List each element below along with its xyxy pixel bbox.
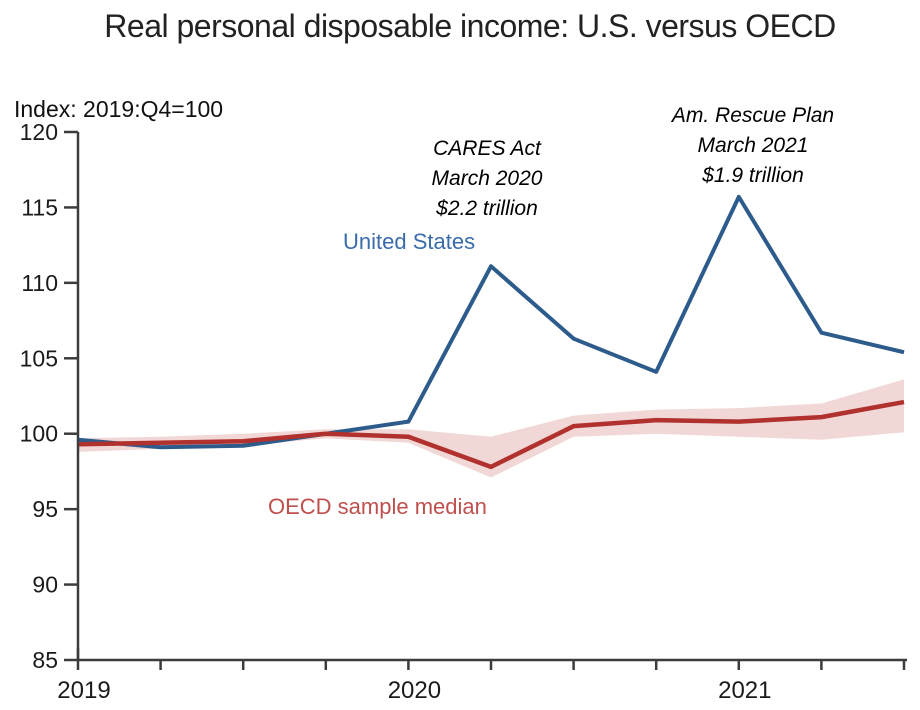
- oecd-series-label: OECD sample median: [268, 494, 487, 519]
- y-tick-label: 90: [32, 572, 58, 598]
- y-tick-label: 120: [20, 119, 58, 145]
- annotation-line: March 2021: [697, 134, 809, 157]
- annotation-line: $1.9 trillion: [702, 164, 804, 187]
- oecd-median-line: [77, 399, 905, 470]
- chart-title: Real personal disposable income: U.S. ve…: [104, 8, 836, 44]
- x-tick-label: 2020: [388, 677, 441, 704]
- annotation-line: Am. Rescue Plan: [671, 104, 835, 127]
- index-axis-note: Index: 2019:Q4=100: [14, 96, 224, 122]
- y-tick-label: 85: [32, 647, 58, 673]
- us-line: [77, 194, 905, 450]
- us-series-label: United States: [343, 229, 476, 254]
- x-tick-label: 2021: [718, 677, 771, 704]
- y-tick-label: 100: [20, 421, 58, 447]
- y-tick-label: 115: [21, 194, 58, 220]
- y-tick-label: 95: [32, 496, 58, 522]
- y-tick-label: 110: [21, 270, 58, 296]
- annotation-american-rescue-plan: Am. Rescue Plan March 2021 $1.9 trillion: [672, 101, 834, 191]
- annotation-line: $2.2 trillion: [436, 197, 538, 220]
- annotation-line: CARES Act: [433, 137, 541, 160]
- oecd-range-band: [78, 379, 904, 478]
- annotation-cares-act: CARES Act March 2020 $2.2 trillion: [432, 134, 543, 224]
- x-tick-label: 2019: [57, 677, 110, 704]
- y-tick-label: 105: [20, 345, 58, 371]
- annotation-line: March 2020: [431, 167, 543, 190]
